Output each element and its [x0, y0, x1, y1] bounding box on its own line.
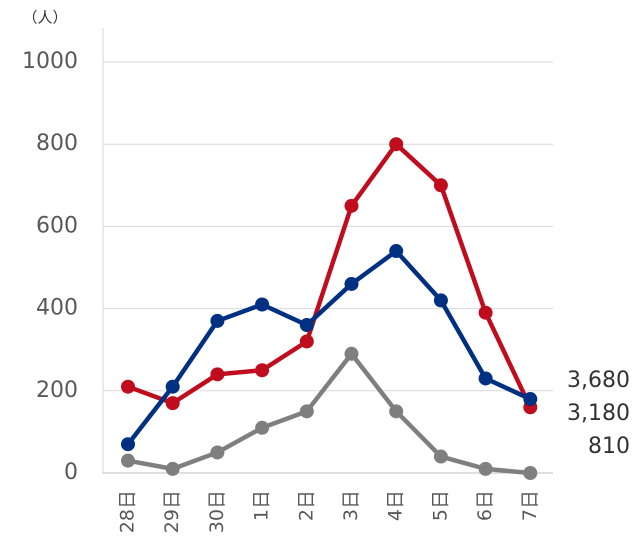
marker: [478, 305, 493, 320]
x-tick-label: 6日: [474, 490, 496, 521]
marker: [389, 244, 404, 259]
marker: [210, 445, 225, 460]
unit-label: （人）: [22, 9, 67, 27]
marker: [210, 367, 225, 382]
marker: [433, 178, 448, 193]
series-line: [126, 248, 532, 446]
series-line: [127, 351, 531, 476]
marker: [121, 379, 135, 394]
marker: [121, 437, 135, 452]
x-tick-label: 7日: [519, 490, 541, 521]
annotation: 3,680: [567, 368, 630, 393]
marker: [389, 404, 404, 419]
marker: [299, 404, 314, 419]
marker: [255, 420, 270, 435]
marker: [478, 371, 493, 386]
marker: [255, 363, 270, 378]
marker: [165, 461, 180, 476]
x-tick-label: 3日: [340, 490, 362, 521]
marker: [344, 276, 359, 291]
x-tick-label: 2日: [295, 490, 317, 521]
x-tick-label: 4日: [385, 490, 407, 521]
marker: [523, 466, 538, 480]
annotation: 810: [588, 434, 630, 459]
marker: [210, 313, 225, 328]
marker: [344, 346, 359, 361]
y-tick-label: 200: [36, 378, 78, 403]
x-tick-label: 30日: [206, 490, 228, 533]
marker: [165, 396, 180, 411]
x-tick-label: 29日: [161, 490, 183, 533]
x-tick-label: 1日: [251, 490, 273, 521]
marker: [299, 318, 314, 333]
x-tick-label: 5日: [429, 490, 451, 521]
marker: [433, 449, 448, 464]
marker: [389, 137, 404, 152]
x-tick-label: 28日: [117, 490, 139, 533]
y-tick-label: 1000: [22, 49, 78, 74]
marker: [433, 293, 448, 308]
annotation: 3,180: [567, 401, 630, 426]
marker: [165, 379, 180, 394]
y-tick-label: 600: [36, 213, 78, 238]
marker: [299, 334, 314, 349]
marker: [523, 392, 538, 407]
y-tick-label: 800: [36, 131, 78, 156]
y-tick-label: 400: [36, 296, 78, 321]
marker: [344, 198, 359, 213]
y-tick-label: 0: [64, 460, 78, 485]
marker: [478, 461, 493, 476]
marker: [255, 297, 270, 312]
marker: [121, 453, 135, 468]
series-line: [127, 141, 533, 409]
